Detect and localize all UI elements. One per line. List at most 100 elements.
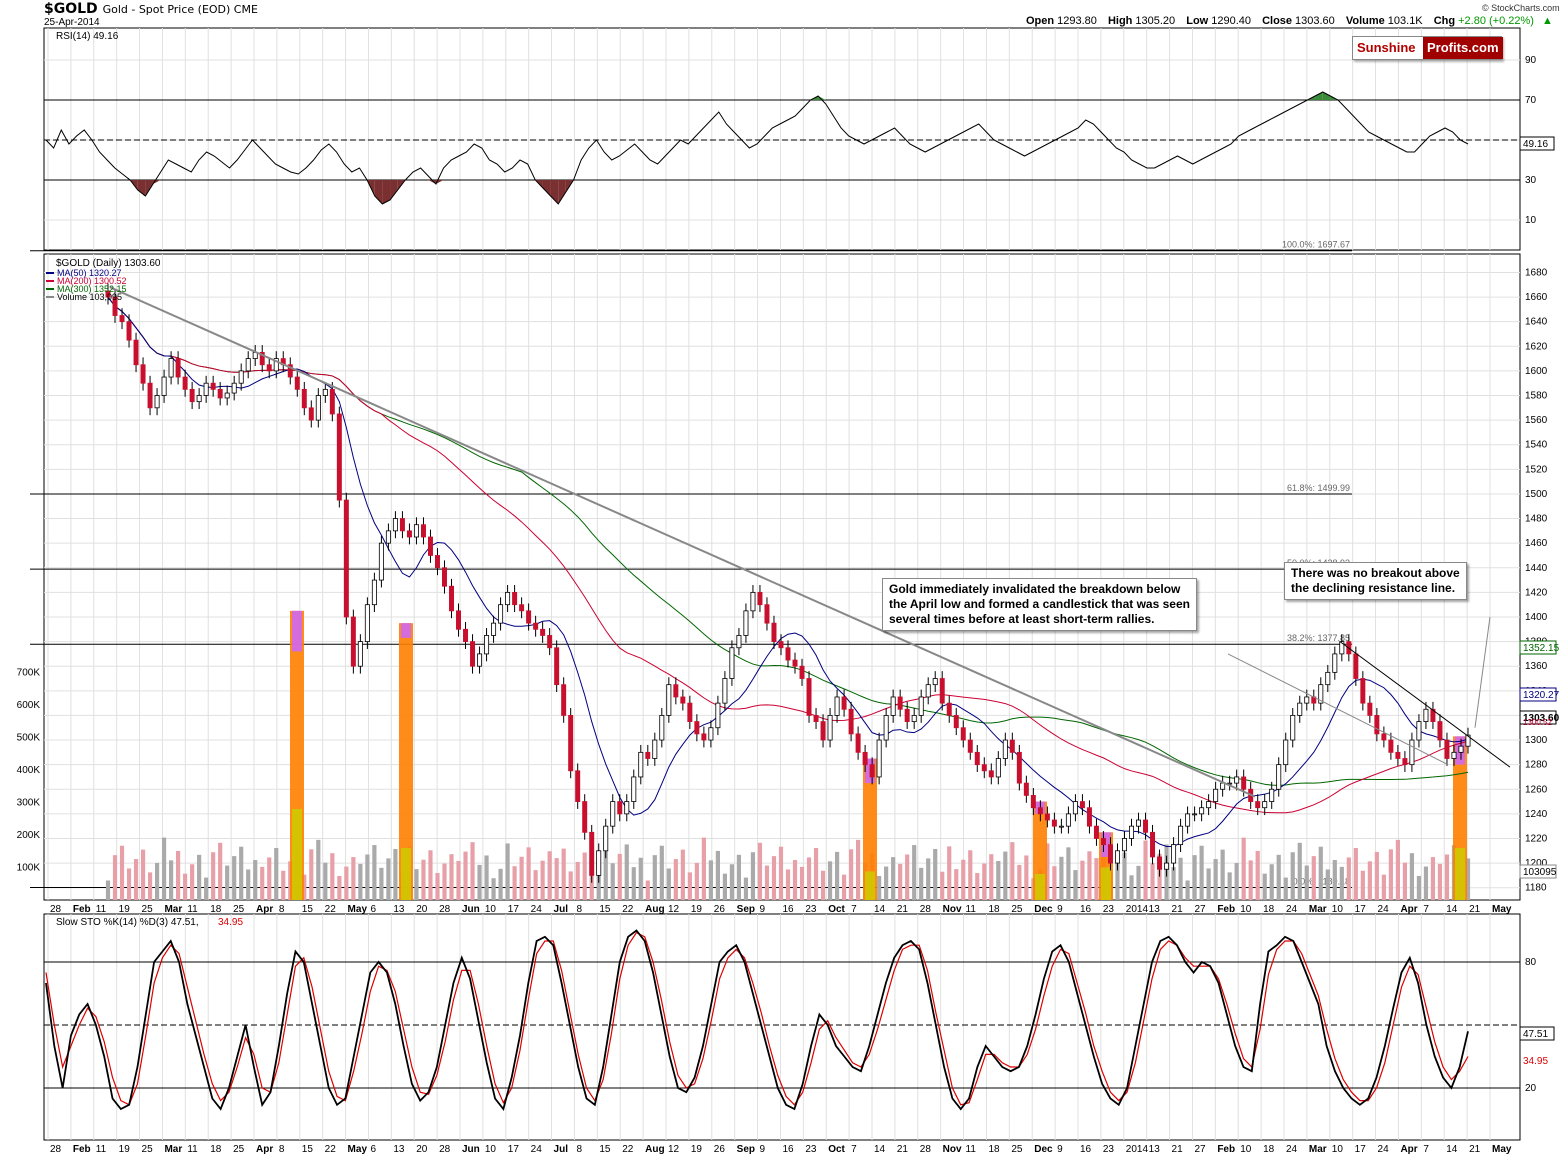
candle-body (834, 696, 840, 716)
candle-body (652, 739, 658, 759)
x-tick-label-bottom: 6 (370, 1144, 376, 1155)
candle-body (659, 715, 665, 741)
x-tick-label-bottom: Feb (73, 1144, 91, 1155)
candle-body (610, 801, 616, 827)
candle-body (217, 388, 223, 399)
candle-body (1381, 733, 1387, 741)
price-tick-label: 1220 (1525, 833, 1548, 844)
candle-body (757, 591, 763, 606)
volume-bar (1353, 848, 1358, 900)
price-tick-label: 1440 (1525, 563, 1548, 574)
highlight-yellow-bar (292, 809, 302, 900)
candle-body (540, 628, 546, 636)
volume-bar (1423, 866, 1429, 900)
x-tick-label: Jun (462, 904, 480, 915)
volume-bar (940, 871, 945, 900)
volume-bar (498, 868, 503, 900)
volume-bar (119, 845, 125, 900)
volume-bar (596, 865, 601, 900)
x-tick-label-bottom: Sep (737, 1144, 755, 1155)
x-tick-label: 15 (599, 904, 611, 915)
x-tick-label-bottom: 7 (1423, 1144, 1429, 1155)
candle-body (1051, 819, 1057, 827)
rsi-overbought-fill (818, 96, 826, 100)
volume-bar (330, 853, 335, 900)
candle-body (406, 530, 412, 538)
candle-body (427, 536, 433, 556)
annotation-pointer-1 (1227, 653, 1449, 766)
volume-bar (1262, 873, 1267, 900)
candle-body (1143, 819, 1149, 833)
volume-bar (386, 858, 391, 900)
volume-bar (968, 850, 973, 900)
x-tick-label-bottom: 24 (1378, 1144, 1390, 1155)
volume-bar (218, 842, 223, 900)
source-credit: © StockCharts.com (1482, 3, 1560, 13)
candle-body (1192, 813, 1198, 816)
candle-body (371, 579, 377, 606)
volume-bar (652, 855, 657, 900)
candle-body (883, 715, 889, 741)
price-legend-item: Volume 103,095 (57, 292, 122, 302)
volume-bar (1129, 875, 1134, 900)
volume-bar (112, 855, 118, 900)
candle-body (1002, 739, 1008, 759)
candle-body (1430, 708, 1436, 722)
x-tick-label-bottom: 10 (1332, 1144, 1344, 1155)
volume-bar (1213, 859, 1218, 900)
candle-body (1269, 788, 1275, 802)
x-tick-label: 21 (1469, 904, 1481, 915)
rsi-oversold-fill (558, 180, 566, 204)
volume-bar (1318, 846, 1323, 900)
x-tick-label: 6 (370, 904, 376, 915)
x-tick-label-bottom: Feb (1217, 1144, 1235, 1155)
x-tick-label: 20 (416, 904, 428, 915)
price-legend-item: MA(200) 1300.52 (57, 276, 127, 286)
x-tick-label: Apr (1400, 904, 1417, 915)
volume-bar (351, 857, 356, 900)
x-tick-label: 16 (1080, 904, 1092, 915)
volume-bar (161, 837, 167, 900)
volume-bar (337, 875, 342, 900)
candle-body (554, 647, 560, 686)
highlight-yellow-bar (401, 848, 411, 900)
rsi-tick-label: 70 (1525, 95, 1537, 106)
volume-bar (1157, 853, 1162, 900)
candle-body (792, 659, 798, 667)
price-tick-label: 1260 (1525, 784, 1548, 795)
candle-body (273, 358, 279, 372)
candle-body (953, 715, 959, 729)
x-tick-label-bottom: 24 (531, 1144, 543, 1155)
candle-body (925, 684, 931, 698)
volume-bar (239, 846, 244, 900)
volume-bar (1192, 855, 1197, 900)
candle-body (519, 604, 525, 612)
volume-bar (393, 848, 398, 900)
price-tick-label: 1300 (1525, 735, 1548, 746)
volume-bar (491, 878, 496, 900)
volume-bar (1409, 853, 1415, 900)
volume-bar (1325, 869, 1330, 900)
x-tick-label: Nov (943, 904, 962, 915)
volume-bar (1437, 863, 1443, 900)
candle-body (315, 395, 321, 421)
x-tick-label-bottom: 26 (714, 1144, 726, 1155)
x-tick-label: Feb (73, 904, 91, 915)
candle-body (1339, 641, 1345, 655)
x-tick-label-bottom: 17 (508, 1144, 520, 1155)
x-tick-label-bottom: 18 (210, 1144, 222, 1155)
volume-bar (176, 850, 181, 900)
volume-bar (568, 871, 573, 900)
price-tick-label: 1420 (1525, 587, 1548, 598)
candle-body (575, 770, 581, 802)
volume-bar (449, 854, 454, 900)
volume-bar (316, 839, 321, 900)
candle-body (897, 696, 903, 710)
x-tick-label-bottom: 28 (50, 1144, 62, 1155)
sto-k-line (45, 929, 1469, 1111)
volume-bar (1388, 849, 1393, 900)
volume-bar (169, 860, 174, 900)
candle-body (1465, 734, 1471, 747)
x-tick-label: 24 (1378, 904, 1390, 915)
candle-body (939, 678, 945, 704)
